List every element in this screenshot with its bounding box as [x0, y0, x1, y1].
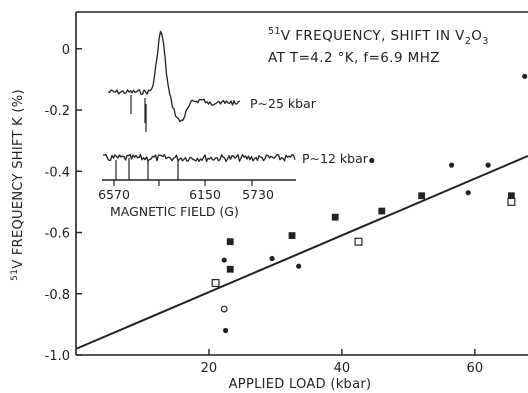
filled-square-point: [226, 238, 234, 246]
open-circle-point: [220, 305, 228, 313]
x-tick-label: 40: [334, 361, 351, 376]
spectrum-trace-12kbar: [102, 153, 296, 163]
trace-label-12kbar: P∼12 kbar: [302, 151, 369, 166]
filled-circle-point: [465, 190, 471, 196]
y-axis-tick-labels: 0 -0.2 -0.4 -0.6 -0.8 -1.0: [45, 43, 70, 364]
y-tick-label: 0: [62, 43, 70, 58]
x-axis-label: APPLIED LOAD (kbar): [229, 377, 372, 392]
fit-line: [75, 155, 528, 350]
filled-square-point: [226, 265, 234, 273]
title-superscript: 51: [268, 26, 281, 37]
spectrum-trace-25kbar: [107, 30, 241, 123]
filled-circle-point: [269, 255, 275, 262]
open-square-point: [507, 197, 516, 206]
filled-circle-point: [369, 157, 375, 164]
y-axis-label-superscript: 51: [10, 269, 20, 281]
x-tick-label: 20: [201, 361, 218, 376]
filled-square-point: [288, 232, 296, 239]
filled-square-point: [331, 213, 339, 221]
filled-square-point: [507, 192, 515, 200]
data-points: [211, 73, 528, 334]
y-axis-ticks: [76, 48, 82, 356]
inset-x-tick-label: 5730: [242, 187, 274, 202]
open-square-point: [211, 279, 220, 288]
inset-x-tick-label: 6150: [189, 187, 221, 202]
y-tick-label: -0.4: [45, 165, 70, 180]
plot-frame: [75, 11, 528, 356]
inset-spectrum: 6570 6150 5730 MAGNETIC FIELD (G) P∼25 k…: [98, 30, 369, 219]
chart-title-line2: AT T=4.2 °K, f=6.9 MHZ: [268, 50, 440, 66]
y-tick-label: -0.2: [45, 104, 70, 119]
y-tick-label: -0.6: [45, 227, 70, 242]
filled-circle-point: [485, 162, 491, 168]
y-tick-label: -1.0: [45, 349, 70, 364]
title-main-text: V FREQUENCY, SHIFT IN V: [281, 28, 465, 44]
chart-title-line1: 51V FREQUENCY, SHIFT IN V2O3: [268, 26, 489, 47]
title-subscript: 2: [465, 36, 471, 47]
y-axis-label-text: V FREQUENCY SHIFT K (%): [11, 89, 26, 269]
trace-label-25kbar: P∼25 kbar: [250, 96, 317, 111]
y-tick-label: -0.8: [45, 288, 70, 303]
x-axis-tick-labels: 20 40 60: [201, 361, 483, 376]
inset-x-tick-label: 6570: [98, 187, 130, 202]
x-axis-ticks: [208, 349, 476, 355]
open-square-point: [354, 237, 363, 246]
x-tick-label: 60: [467, 361, 484, 376]
filled-circle-point: [221, 257, 227, 263]
spectrum-spikes: [115, 95, 179, 180]
filled-square-point: [418, 192, 426, 200]
title-subscript: 3: [482, 36, 488, 47]
filled-circle-point: [448, 162, 455, 168]
svg-text:51V FREQUENCY SHIFT K (%): 51V FREQUENCY SHIFT K (%): [10, 89, 26, 281]
y-axis-label: 51V FREQUENCY SHIFT K (%): [10, 89, 26, 281]
filled-circle-point: [222, 327, 229, 334]
inset-x-axis-label: MAGNETIC FIELD (G): [110, 204, 239, 219]
filled-circle-point: [522, 73, 528, 79]
filled-square-point: [378, 207, 386, 215]
inset-x-ticks: [113, 180, 253, 186]
filled-circle-point: [296, 263, 302, 269]
title-mid-text: O: [471, 28, 482, 44]
